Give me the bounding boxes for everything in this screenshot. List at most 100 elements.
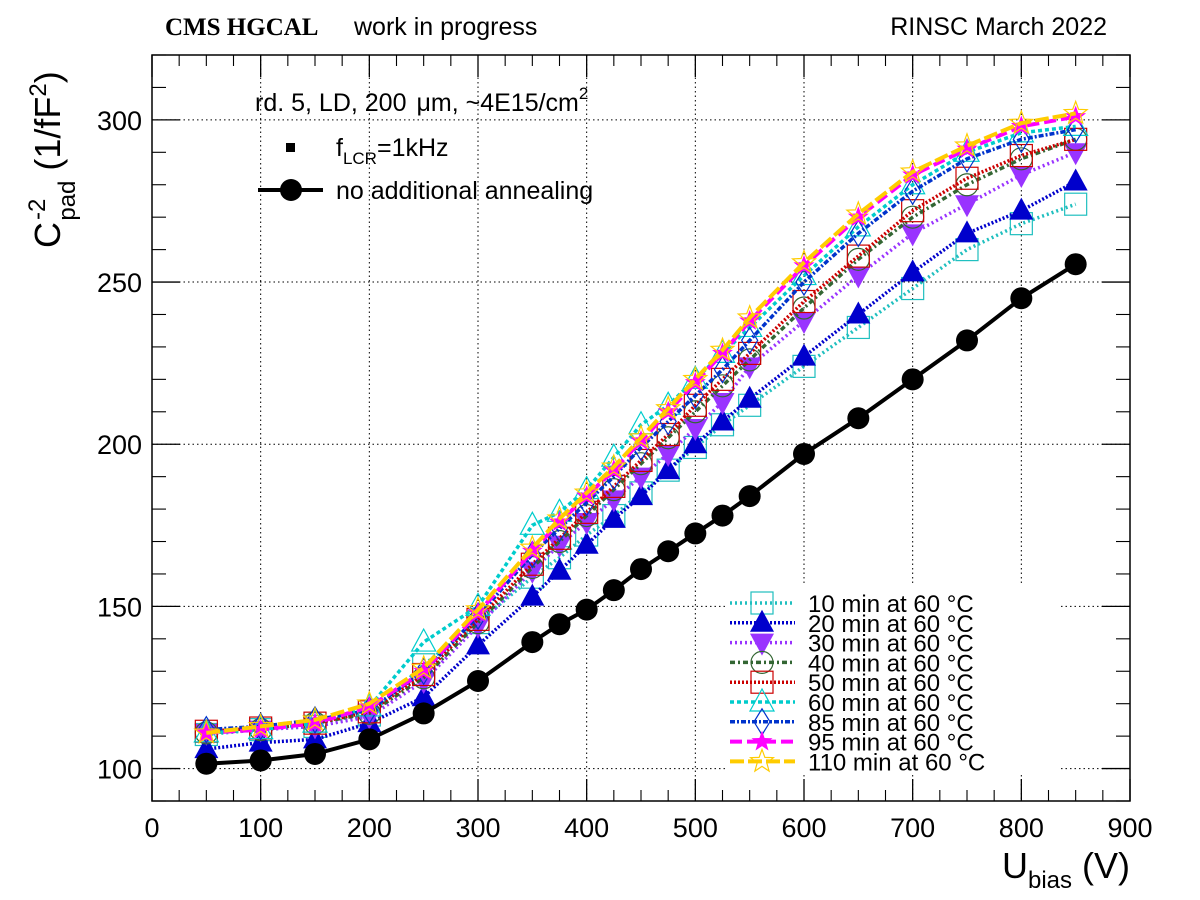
reference-point [521, 631, 544, 654]
legend-entry-0: 10 min at 60 °C [730, 591, 974, 618]
data-point [1063, 168, 1088, 191]
data-point [247, 712, 274, 738]
legend-marker [751, 730, 773, 751]
reference-point [793, 442, 815, 465]
legend-marker [750, 609, 774, 632]
data-point [845, 200, 872, 226]
legend-entry-7: 95 min at 60 °C [730, 730, 974, 757]
y-tick-label: 100 [97, 755, 142, 785]
series-line [206, 150, 1077, 735]
data-point [193, 719, 220, 745]
data-point [709, 336, 736, 362]
data-point [466, 632, 490, 655]
data-point [194, 736, 219, 759]
data-point [903, 177, 922, 206]
legend-entry-1: 20 min at 60 °C [730, 609, 974, 638]
ref-legend-marker [280, 179, 302, 201]
data-point [1065, 105, 1087, 126]
reference-point [575, 598, 598, 621]
legend-entry-5: 60 min at 60 °C [730, 687, 974, 717]
data-point [737, 357, 762, 380]
reference-point [602, 579, 625, 602]
legend-label: 20 min at 60 °C [808, 611, 974, 638]
x-tick-label: 100 [238, 813, 283, 843]
x-tick-label: 0 [144, 813, 159, 843]
data-point [955, 195, 979, 218]
data-point [197, 715, 216, 744]
data-point [304, 712, 326, 733]
data-point [519, 534, 546, 560]
data-point [546, 505, 573, 530]
data-point [410, 627, 437, 652]
x-tick-label: 800 [999, 813, 1044, 843]
series-line [206, 179, 1077, 751]
legend-label: 10 min at 60 °C [808, 591, 974, 618]
data-point [792, 343, 816, 366]
legend-label: 85 min at 60 °C [808, 710, 974, 737]
reference-point [249, 749, 272, 772]
data-point [549, 511, 570, 531]
y-tick-label: 200 [97, 430, 142, 460]
data-point [955, 166, 979, 190]
reference-point [1010, 287, 1033, 310]
legend-entry-8: 110 min at 60 °C [730, 747, 985, 776]
reference-point [684, 522, 707, 545]
reference-point [195, 752, 218, 775]
y-tick-label: 150 [97, 592, 142, 622]
x-tick-label: 200 [347, 813, 392, 843]
data-point [955, 220, 979, 243]
x-tick-label: 600 [781, 813, 826, 843]
data-point [301, 706, 329, 731]
data-point [682, 365, 709, 391]
reference-point [901, 368, 924, 391]
data-point [520, 583, 545, 606]
data-point [1009, 166, 1034, 189]
data-point [547, 535, 572, 558]
data-point [846, 301, 871, 324]
data-point [790, 248, 818, 274]
data-point [956, 138, 978, 158]
data-point [1010, 115, 1032, 136]
x-tick-label: 700 [890, 813, 935, 843]
legend-marker [750, 650, 774, 675]
series-line [206, 137, 1077, 735]
conference-label: RINSC March 2022 [890, 13, 1107, 41]
freq-marker-icon [286, 143, 295, 152]
series-1 [194, 168, 1088, 759]
legend-marker [750, 670, 774, 694]
data-point [710, 408, 735, 431]
data-point [574, 513, 599, 536]
legend-marker [750, 633, 774, 656]
data-point [414, 657, 433, 686]
reference-point [358, 728, 381, 751]
x-tick-label: 900 [1107, 813, 1152, 843]
series-line [206, 111, 1077, 735]
legend-entry-4: 50 min at 60 °C [730, 670, 974, 697]
reference-point [657, 540, 680, 563]
x-tick-label: 500 [673, 813, 718, 843]
info-sample-text: rd. 5, LD, 200 μm, ~4E15/cm2 [255, 84, 588, 117]
legend-label: 60 min at 60 °C [808, 690, 974, 717]
data-point [846, 244, 870, 268]
data-point [953, 132, 981, 157]
data-point [899, 158, 926, 183]
x-axis-label: Ubias (V) [1002, 845, 1130, 894]
legend-label: 110 min at 60 °C [808, 749, 985, 776]
data-point [574, 531, 599, 554]
status-label: work in progress [353, 13, 537, 41]
data-point [737, 385, 762, 408]
data-point [1009, 197, 1034, 220]
data-point [900, 259, 925, 282]
data-point [519, 511, 546, 535]
series-layer [193, 99, 1089, 775]
data-point [547, 557, 572, 580]
reference-point [1064, 253, 1087, 276]
data-point [900, 224, 925, 247]
legend-entry-6: 85 min at 60 °C [730, 707, 974, 737]
y-tick-label: 300 [97, 106, 142, 136]
x-tick-label: 400 [564, 813, 609, 843]
data-point [901, 199, 925, 223]
y-axis-label: C-2 pad (1/fF2) [24, 71, 81, 248]
data-point [792, 289, 816, 314]
